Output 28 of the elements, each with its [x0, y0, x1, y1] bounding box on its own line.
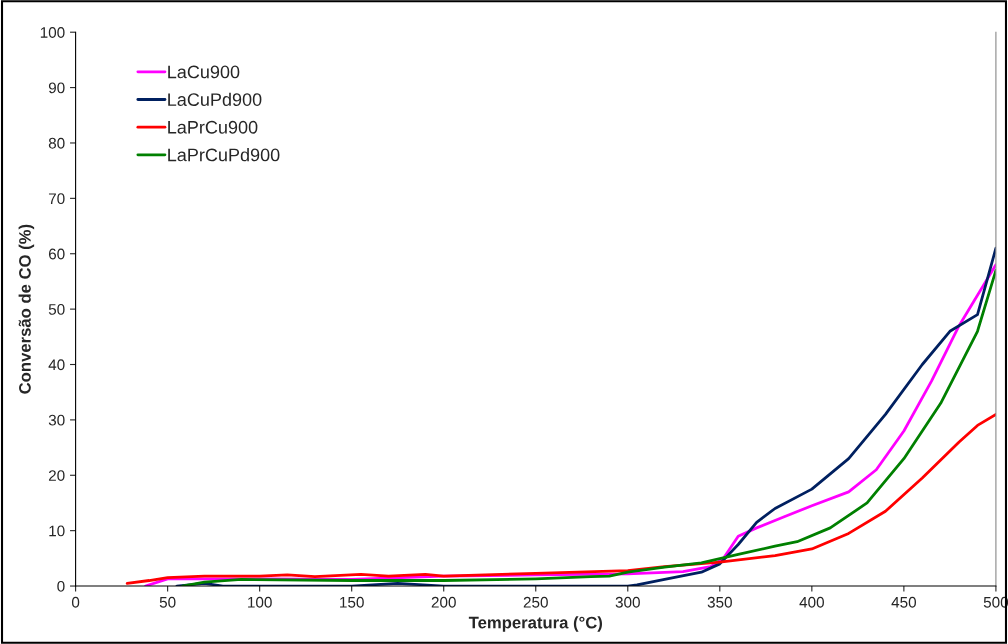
y-tick-label: 20 — [48, 470, 65, 481]
x-tick-label: 350 — [707, 596, 732, 608]
x-tick-label: 450 — [891, 596, 917, 608]
x-tick-label: 50 — [159, 596, 176, 608]
y-tick-label: 50 — [48, 303, 65, 315]
x-tick-label: 0 — [71, 596, 80, 608]
legend-label: LaCuPd900 — [168, 92, 262, 106]
y-axis-title: Conversão de CO (%) — [18, 224, 35, 394]
legend-label: LaPrCu900 — [168, 120, 258, 134]
x-tick-label: 300 — [615, 596, 640, 608]
y-tick-label: 60 — [48, 248, 65, 260]
legend-label: LaPrCuPd900 — [168, 148, 280, 162]
y-tick-label: 70 — [48, 193, 65, 205]
x-tick-label: 100 — [248, 596, 272, 608]
y-tick-label: 100 — [40, 27, 65, 38]
y-tick-label: 40 — [48, 359, 65, 371]
y-tick-label: 90 — [48, 82, 65, 94]
x-tick-label: 250 — [523, 596, 548, 608]
x-tick-label: 150 — [340, 596, 364, 608]
y-tick-label: 80 — [48, 137, 65, 149]
line-series — [125, 412, 996, 585]
x-tick-label: 200 — [431, 596, 456, 608]
y-tick-label: 30 — [48, 414, 65, 426]
y-tick-label: 0 — [57, 580, 65, 592]
legend-label: LaCu900 — [168, 65, 240, 79]
x-axis-title: Temperatura (°C) — [468, 616, 603, 632]
y-tick-label: 10 — [49, 525, 65, 537]
x-tick-label: 400 — [799, 596, 824, 608]
